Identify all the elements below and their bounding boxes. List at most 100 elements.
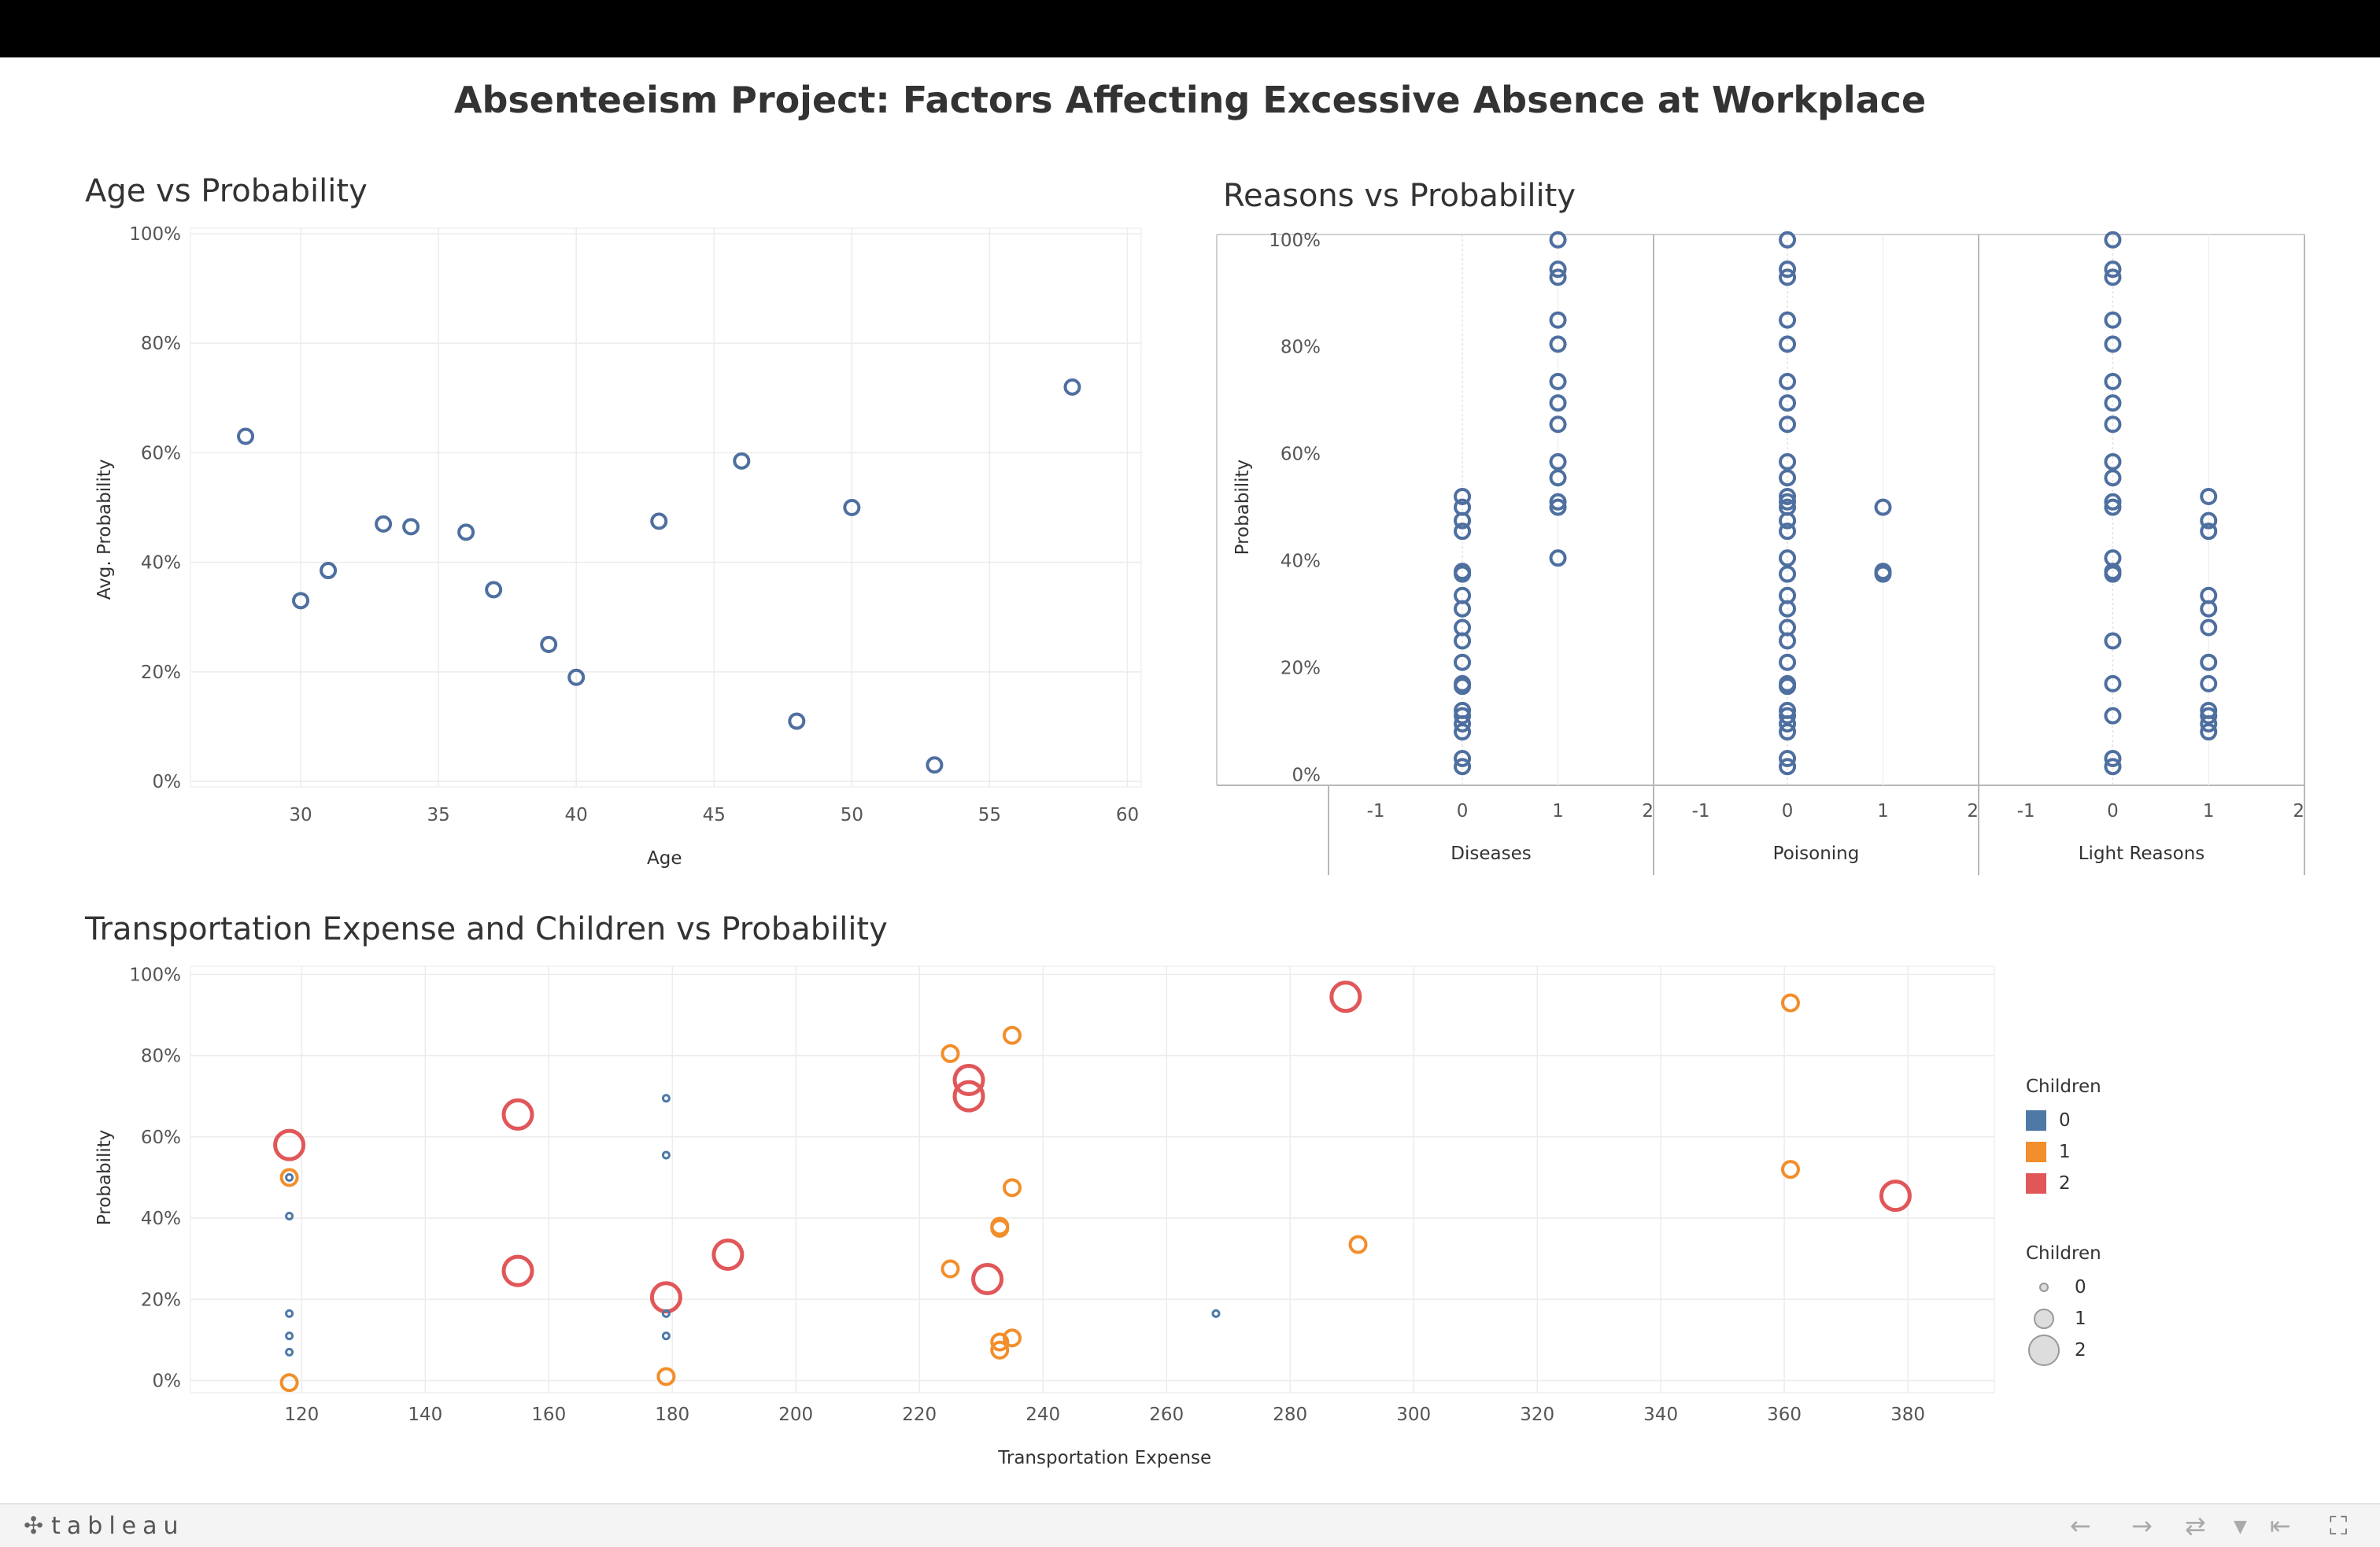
transport-data-point [952, 1080, 985, 1113]
transport-data-point [1002, 1328, 1022, 1348]
reasons-data-point [2104, 335, 2122, 353]
transport-x-tick-label: 160 [531, 1405, 566, 1425]
color-swatch-1 [2026, 1142, 2046, 1162]
reasons-data-point [1874, 498, 1892, 516]
reasons-x-tick-label: -1 [1692, 801, 1710, 821]
reasons-data-point [1454, 758, 1472, 776]
reasons-data-point [2200, 522, 2218, 541]
reasons-data-point [1779, 335, 1797, 353]
transport-y-tick-label: 0% [153, 1372, 182, 1392]
revert-icon[interactable]: ⇄ [2185, 1511, 2206, 1541]
transport-x-tick-label: 340 [1643, 1405, 1678, 1425]
reasons-data-point [1454, 707, 1472, 725]
color-legend-item[interactable]: 2 [2026, 1168, 2101, 1199]
charts-canvas: 30 35 40 45 50 55 600%20%40%60%80%100%AgeAvg. … [94, 224, 2305, 1468]
reasons-data-point [1779, 452, 1797, 471]
age-x-tick-label: 60 [1116, 805, 1139, 825]
age-x-tick-label: 45 [703, 805, 726, 825]
transport-data-point [1002, 1025, 1022, 1045]
revert-dropdown-icon[interactable]: ▼ [2234, 1517, 2247, 1537]
transport-y-tick-label: 100% [129, 965, 181, 985]
transport-data-point [285, 1172, 294, 1182]
reasons-panel-label: Diseases [1451, 844, 1531, 864]
transport-data-point [656, 1367, 676, 1386]
reasons-data-point [1779, 586, 1797, 604]
reasons-y-tick-label: 80% [1281, 338, 1321, 358]
age-data-point [926, 756, 944, 774]
reasons-data-point [1779, 231, 1797, 249]
reasons-data-point [2200, 707, 2218, 725]
transport-data-point [649, 1281, 682, 1314]
reasons-data-point [2104, 415, 2122, 434]
age-x-tick-label: 40 [565, 805, 588, 825]
transport-x-tick-label: 280 [1273, 1405, 1307, 1425]
dashboard-title: Absenteeism Project: Factors Affecting E… [453, 79, 1927, 121]
reasons-data-point [2200, 674, 2218, 692]
age-data-point [1063, 378, 1081, 396]
reasons-data-point [1549, 394, 1567, 412]
color-legend-item[interactable]: 1 [2026, 1136, 2101, 1168]
reasons-y-tick-label: 40% [1281, 552, 1321, 572]
size-legend-item[interactable]: 1 [2026, 1303, 2101, 1335]
age-x-tick-label: 35 [427, 805, 449, 825]
transport-data-point [941, 1043, 960, 1063]
transport-data-point [285, 1347, 294, 1357]
size-legend-title: Children [2026, 1243, 2101, 1264]
reasons-y-tick-label: 0% [1292, 765, 1321, 785]
reasons-panel-label: Poisoning [1773, 844, 1860, 864]
color-swatch-2 [2026, 1173, 2046, 1194]
size-legend-item[interactable]: 0 [2026, 1272, 2101, 1303]
size-marker-small [2026, 1269, 2062, 1305]
reasons-y-tick-label: 20% [1281, 658, 1321, 678]
reasons-x-tick-label: -1 [2017, 801, 2035, 821]
transport-chart-title: Transportation Expense and Children vs P… [85, 911, 888, 947]
transport-data-point [1348, 1235, 1368, 1254]
reasons-data-point [1874, 563, 1892, 581]
transport-x-axis-title: Transportation Expense [997, 1448, 1211, 1468]
transport-x-tick-label: 380 [1890, 1405, 1925, 1425]
reasons-data-point [1779, 394, 1797, 412]
redo-icon[interactable]: → [2131, 1511, 2153, 1541]
reasons-data-point [1779, 653, 1797, 671]
age-y-tick-label: 60% [141, 443, 181, 463]
reasons-data-point [2104, 372, 2122, 390]
tableau-logo-icon: ✣ [24, 1512, 44, 1540]
tableau-brand[interactable]: ✣ tableau [24, 1512, 185, 1540]
transport-data-point [1211, 1309, 1221, 1318]
fullscreen-icon[interactable]: ⛶ [2330, 1511, 2348, 1541]
age-y-tick-label: 80% [141, 334, 181, 354]
transport-data-point [285, 1309, 294, 1318]
reasons-panel-label: Light Reasons [2079, 844, 2205, 864]
reasons-data-point [1549, 372, 1567, 390]
age-data-point [292, 592, 310, 610]
age-data-point [402, 518, 420, 536]
reasons-x-tick-label: -1 [1367, 801, 1385, 821]
reasons-data-point [2104, 493, 2122, 511]
size-marker-medium [2026, 1301, 2062, 1337]
transport-x-tick-label: 260 [1149, 1405, 1184, 1425]
reasons-data-point [2104, 707, 2122, 725]
reasons-data-point [1779, 415, 1797, 434]
transport-y-axis-title: Probability [94, 1130, 115, 1226]
transport-x-tick-label: 120 [284, 1405, 319, 1425]
reasons-data-point [1549, 493, 1567, 511]
reasons-data-point [2104, 758, 2122, 776]
transport-data-point [1879, 1180, 1912, 1213]
reasons-data-point [2200, 586, 2218, 604]
reasons-data-point [1779, 565, 1797, 583]
age-plot-area [190, 227, 1142, 788]
size-legend-item[interactable]: 2 [2026, 1335, 2101, 1366]
transport-data-point [941, 1259, 960, 1279]
undo-icon[interactable]: ← [2070, 1511, 2091, 1541]
reasons-data-point [1779, 618, 1797, 637]
reset-icon[interactable]: ⇤ [2270, 1511, 2291, 1541]
color-legend-item[interactable]: 0 [2026, 1105, 2101, 1136]
reasons-x-tick-label: 2 [2293, 801, 2304, 821]
reasons-data-point [1779, 498, 1797, 516]
reasons-data-point [1779, 707, 1797, 725]
transport-data-point [1329, 980, 1362, 1013]
transport-data-point [273, 1128, 306, 1161]
transport-data-point [711, 1238, 745, 1271]
age-data-point [843, 499, 861, 516]
transport-data-point [285, 1211, 294, 1220]
